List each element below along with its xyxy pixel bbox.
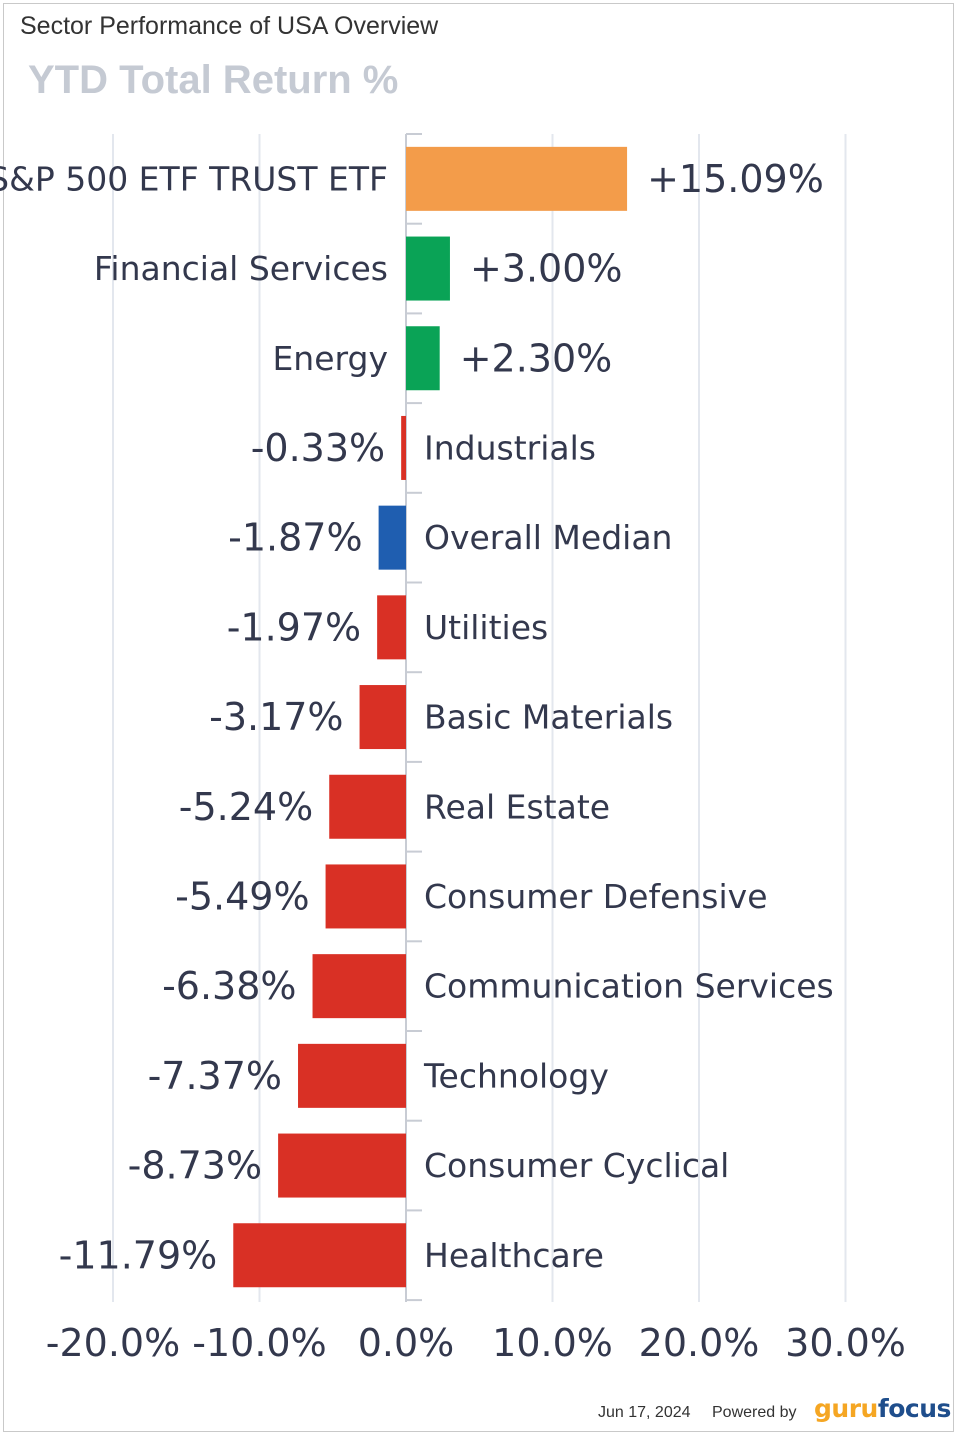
category-label-5: Utilities: [424, 608, 548, 647]
value-label-12: -11.79%: [59, 1233, 218, 1277]
value-label-2: +2.30%: [460, 336, 613, 380]
category-label-1: Financial Services: [94, 249, 388, 288]
x-tick-label-2: 0.0%: [358, 1321, 455, 1365]
bar-8: [325, 864, 406, 929]
value-label-8: -5.49%: [175, 874, 309, 918]
x-tick-label-4: 20.0%: [639, 1321, 760, 1365]
bar-1: [406, 236, 450, 301]
value-label-4: -1.87%: [228, 516, 362, 560]
x-tick-label-5: 30.0%: [785, 1321, 906, 1365]
value-label-11: -8.73%: [128, 1144, 262, 1188]
bar-9: [312, 954, 406, 1019]
bar-7: [329, 774, 406, 839]
category-label-0: S&P 500 ETF TRUST ETF: [0, 159, 388, 198]
value-label-7: -5.24%: [179, 785, 313, 829]
category-label-2: Energy: [272, 339, 388, 378]
category-label-9: Communication Services: [424, 967, 834, 1006]
value-label-9: -6.38%: [162, 964, 296, 1008]
category-label-6: Basic Materials: [424, 698, 673, 737]
bar-0: [406, 146, 628, 211]
chart-title: Sector Performance of USA Overview: [20, 12, 439, 40]
chart-frame: [3, 3, 954, 1432]
value-label-0: +15.09%: [647, 157, 824, 201]
category-label-4: Overall Median: [424, 518, 672, 557]
x-tick-label-1: -10.0%: [192, 1321, 326, 1365]
category-label-3: Industrials: [424, 428, 596, 467]
value-label-5: -1.97%: [227, 605, 361, 649]
chart-subtitle: YTD Total Return %: [28, 58, 399, 102]
logo-guru: guru: [814, 1394, 878, 1423]
bar-4: [378, 505, 406, 570]
value-label-10: -7.37%: [148, 1054, 282, 1098]
bar-3: [401, 415, 406, 480]
value-label-6: -3.17%: [209, 695, 343, 739]
x-tick-label-0: -20.0%: [46, 1321, 180, 1365]
gurufocus-logo[interactable]: gurufocus: [814, 1394, 951, 1423]
bar-12: [233, 1223, 406, 1288]
bar-11: [278, 1133, 406, 1198]
bar-5: [377, 595, 406, 660]
category-label-10: Technology: [423, 1056, 609, 1095]
category-label-7: Real Estate: [424, 787, 610, 826]
value-label-1: +3.00%: [470, 247, 623, 291]
category-label-12: Healthcare: [424, 1236, 604, 1275]
category-label-11: Consumer Cyclical: [424, 1146, 729, 1185]
value-label-3: -0.33%: [251, 426, 385, 470]
x-tick-label-3: 10.0%: [492, 1321, 613, 1365]
category-label-8: Consumer Defensive: [424, 877, 768, 916]
bar-2: [406, 326, 440, 391]
bar-10: [298, 1043, 406, 1108]
footer-date: Jun 17, 2024: [598, 1404, 691, 1421]
bar-6: [359, 685, 406, 750]
logo-focus: focus: [877, 1394, 952, 1423]
footer-powered-by[interactable]: Powered by: [712, 1404, 797, 1421]
